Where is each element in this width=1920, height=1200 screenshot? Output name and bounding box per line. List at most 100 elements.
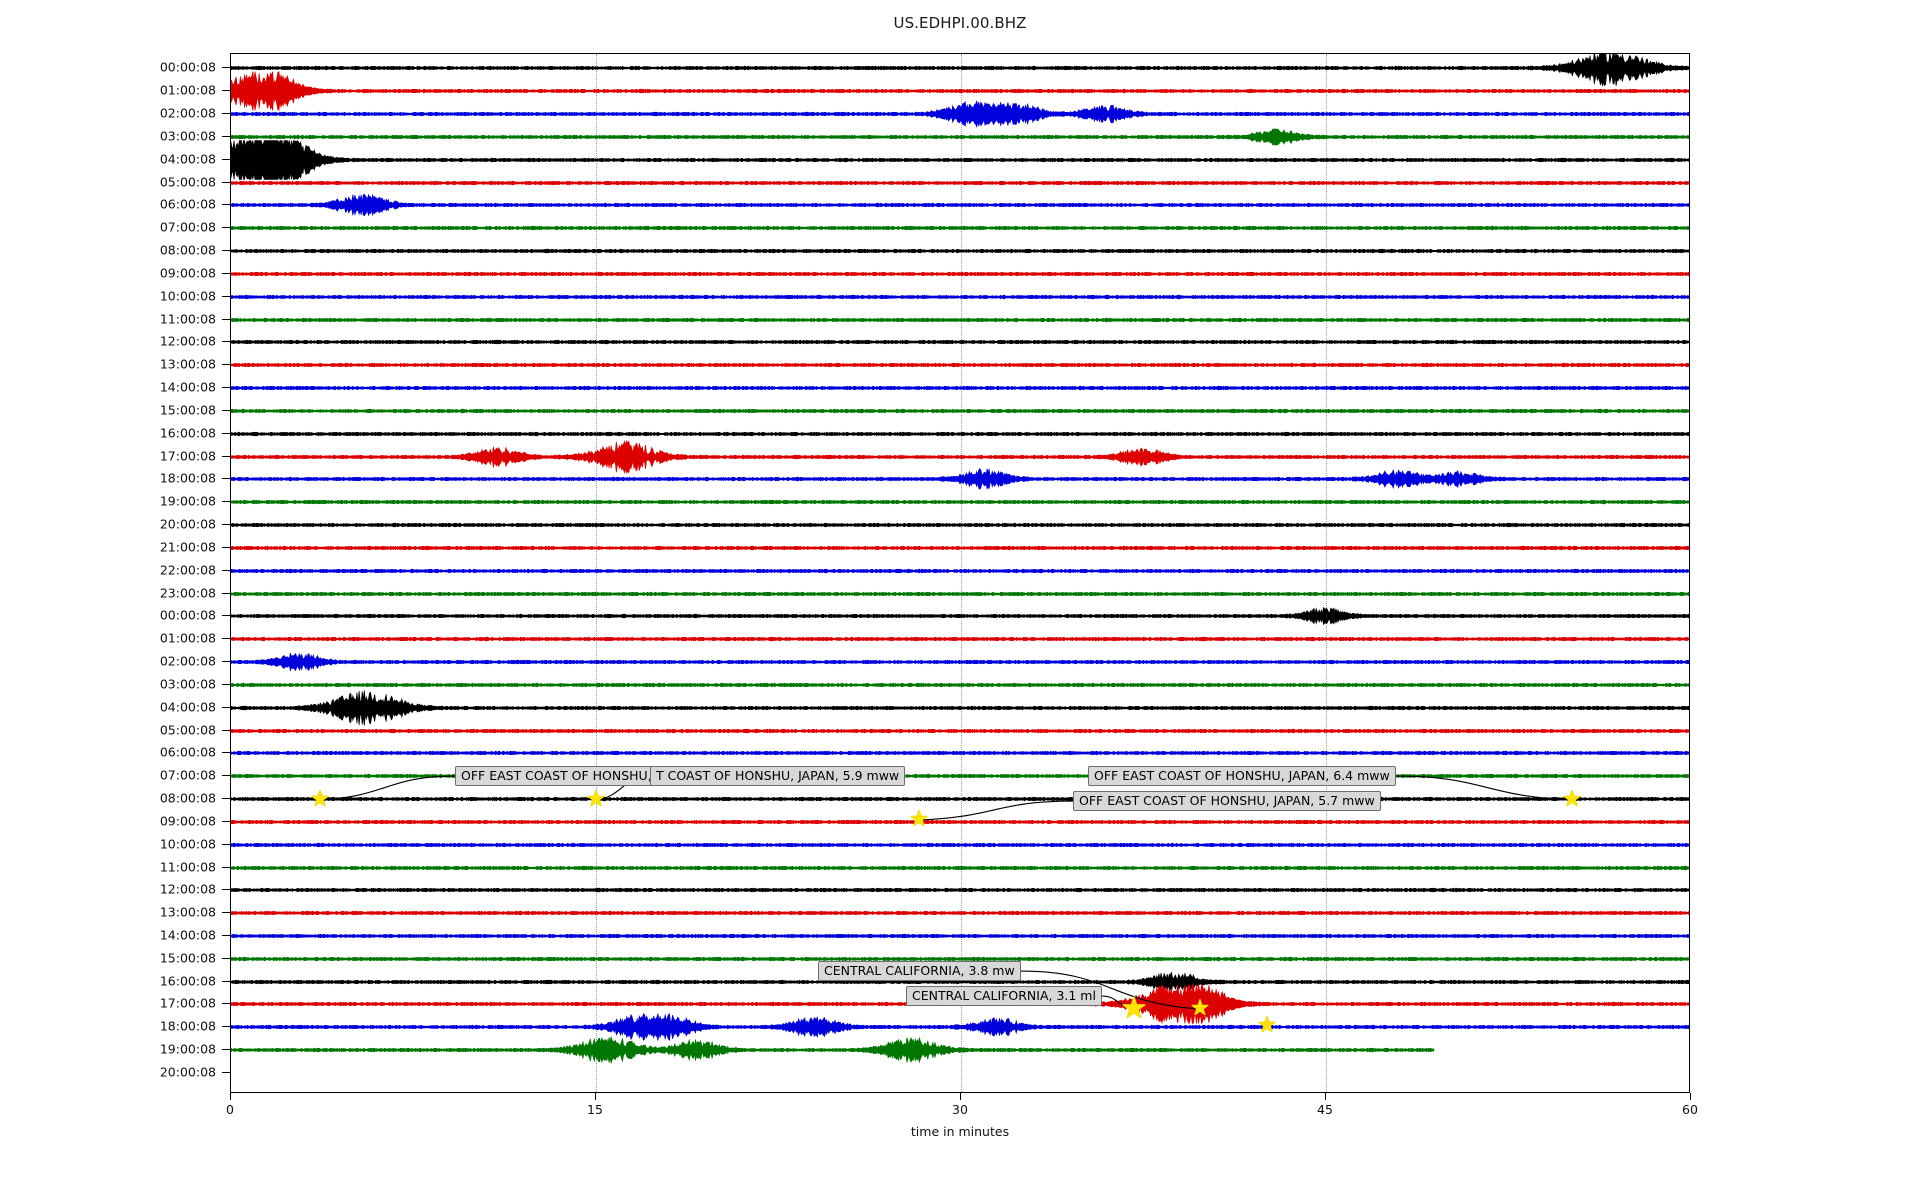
y-tick-mark-12 [222, 341, 230, 343]
x-tick-label-30: 30 [952, 1102, 968, 1117]
y-tick-mark-7 [222, 227, 230, 229]
trace-row-4 [231, 139, 1689, 180]
event-star-a6[interactable]: ★ [1120, 991, 1148, 1026]
trace-row-13 [231, 345, 1689, 385]
y-tick-mark-11 [222, 318, 230, 320]
y-tick-label-6: 06:00:08 [159, 196, 216, 212]
y-tick-mark-41 [222, 1003, 230, 1005]
y-tick-mark-0 [222, 67, 230, 69]
x-tick-mark-45 [1325, 1093, 1326, 1100]
trace-row-19 [231, 482, 1689, 522]
trace-row-5 [231, 163, 1689, 203]
y-tick-mark-18 [222, 478, 230, 480]
trace-row-18 [231, 459, 1689, 499]
trace-row-25 [231, 619, 1689, 659]
event-star-a7[interactable]: ★ [1257, 1013, 1277, 1038]
y-tick-label-18: 18:00:08 [159, 470, 216, 486]
x-tick-label-60: 60 [1682, 1102, 1698, 1117]
event-star-a3[interactable]: ★ [1562, 787, 1582, 812]
trace-row-40 [231, 962, 1689, 1002]
y-tick-label-20: 20:00:08 [159, 516, 216, 532]
annotation-label-a3[interactable]: OFF EAST COAST OF HONSHU, JAPAN, 6.4 mww [1088, 766, 1396, 787]
y-tick-label-40: 16:00:08 [159, 973, 216, 989]
trace-row-23 [231, 574, 1689, 614]
x-axis-title: time in minutes [910, 1124, 1010, 1139]
trace-row-28 [231, 688, 1689, 728]
trace-row-27 [231, 665, 1689, 705]
y-tick-mark-31 [222, 775, 230, 777]
y-tick-mark-33 [222, 820, 230, 822]
trace-row-20 [231, 505, 1689, 545]
trace-row-1 [231, 71, 1689, 112]
y-tick-mark-40 [222, 980, 230, 982]
trace-row-43 [231, 1030, 1689, 1070]
y-tick-mark-24 [222, 615, 230, 617]
trace-row-3 [231, 117, 1689, 157]
y-tick-label-25: 01:00:08 [159, 630, 216, 646]
y-tick-mark-19 [222, 501, 230, 503]
y-tick-mark-5 [222, 181, 230, 183]
trace-row-16 [231, 414, 1689, 454]
trace-row-0 [231, 54, 1689, 88]
y-tick-mark-39 [222, 957, 230, 959]
y-tick-label-43: 19:00:08 [159, 1041, 216, 1057]
y-tick-label-17: 17:00:08 [159, 448, 216, 464]
event-star-a5[interactable]: ★ [1190, 996, 1210, 1021]
y-tick-label-37: 13:00:08 [159, 904, 216, 920]
y-tick-label-27: 03:00:08 [159, 676, 216, 692]
y-tick-mark-1 [222, 90, 230, 92]
y-tick-mark-29 [222, 729, 230, 731]
trace-row-38 [231, 916, 1689, 956]
y-tick-label-1: 01:00:08 [159, 82, 216, 98]
x-tick-label-45: 45 [1317, 1102, 1333, 1117]
event-star-a2[interactable]: ★ [586, 787, 606, 812]
trace-row-26 [231, 642, 1689, 682]
y-tick-mark-6 [222, 204, 230, 206]
y-tick-label-16: 16:00:08 [159, 425, 216, 441]
page-title: US.EDHPI.00.BHZ [893, 14, 1027, 32]
x-tick-mark-60 [1690, 1093, 1691, 1100]
x-tick-mark-30 [960, 1093, 961, 1100]
y-tick-mark-13 [222, 364, 230, 366]
y-tick-mark-14 [222, 387, 230, 389]
y-tick-label-38: 14:00:08 [159, 927, 216, 943]
y-tick-mark-8 [222, 250, 230, 252]
y-tick-mark-20 [222, 524, 230, 526]
trace-row-36 [231, 870, 1689, 910]
y-tick-mark-27 [222, 683, 230, 685]
y-tick-mark-15 [222, 409, 230, 411]
trace-row-12 [231, 322, 1689, 362]
annotation-label-a4[interactable]: OFF EAST COAST OF HONSHU, JAPAN, 5.7 mww [1073, 791, 1381, 812]
trace-row-22 [231, 551, 1689, 591]
x-tick-mark-0 [230, 1093, 231, 1100]
annotation-label-a6[interactable]: CENTRAL CALIFORNIA, 3.1 ml [906, 986, 1102, 1007]
trace-row-30 [231, 733, 1689, 773]
event-star-a4[interactable]: ★ [909, 807, 929, 832]
trace-row-39 [231, 939, 1689, 979]
annotation-label-a5[interactable]: CENTRAL CALIFORNIA, 3.8 mw [818, 961, 1021, 982]
y-tick-label-0: 00:00:08 [159, 59, 216, 75]
y-tick-label-33: 09:00:08 [159, 813, 216, 829]
y-tick-label-32: 08:00:08 [159, 790, 216, 806]
y-tick-label-15: 15:00:08 [159, 402, 216, 418]
trace-row-9 [231, 254, 1689, 294]
y-tick-mark-26 [222, 661, 230, 663]
y-tick-mark-4 [222, 158, 230, 160]
y-tick-mark-9 [222, 272, 230, 274]
y-tick-label-44: 20:00:08 [159, 1064, 216, 1080]
event-star-a1[interactable]: ★ [310, 787, 330, 812]
y-tick-mark-35 [222, 866, 230, 868]
y-tick-label-9: 09:00:08 [159, 265, 216, 281]
trace-row-10 [231, 277, 1689, 317]
trace-row-11 [231, 300, 1689, 340]
y-tick-mark-17 [222, 455, 230, 457]
y-tick-label-13: 13:00:08 [159, 356, 216, 372]
y-tick-mark-30 [222, 752, 230, 754]
trace-row-2 [231, 94, 1689, 134]
y-tick-mark-37 [222, 912, 230, 914]
y-tick-label-42: 18:00:08 [159, 1018, 216, 1034]
y-tick-mark-36 [222, 889, 230, 891]
annotation-label-a2[interactable]: T COAST OF HONSHU, JAPAN, 5.9 mww [650, 766, 906, 787]
grid-line-45 [1326, 54, 1327, 1092]
y-tick-label-35: 11:00:08 [159, 859, 216, 874]
